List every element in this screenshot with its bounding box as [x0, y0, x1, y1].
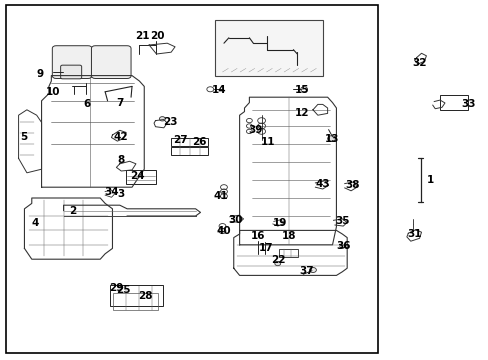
Text: 9: 9: [37, 69, 43, 79]
Bar: [278, 249, 298, 257]
Bar: [113, 293, 158, 310]
FancyBboxPatch shape: [52, 46, 92, 78]
Text: 23: 23: [163, 117, 177, 127]
Bar: [171, 147, 207, 155]
Text: 39: 39: [247, 125, 262, 135]
Text: 21: 21: [135, 31, 150, 41]
Bar: [171, 138, 207, 146]
Text: 3: 3: [118, 189, 124, 199]
Text: 5: 5: [20, 132, 27, 142]
Text: 20: 20: [150, 31, 164, 41]
Text: 4: 4: [31, 218, 39, 228]
Text: 37: 37: [299, 266, 314, 276]
Text: 14: 14: [211, 85, 226, 95]
Bar: [6, 5, 378, 353]
Text: 32: 32: [411, 58, 426, 68]
Text: 30: 30: [228, 215, 243, 225]
Text: 38: 38: [344, 180, 359, 190]
Text: 36: 36: [335, 240, 350, 251]
Text: 41: 41: [213, 191, 228, 201]
Circle shape: [327, 136, 335, 141]
Text: 33: 33: [460, 99, 475, 109]
Text: 15: 15: [294, 85, 309, 95]
Text: 26: 26: [192, 137, 206, 147]
Bar: [110, 285, 163, 306]
Text: 16: 16: [250, 231, 265, 241]
Bar: [126, 170, 156, 184]
Text: 18: 18: [282, 231, 296, 241]
Text: 29: 29: [109, 283, 123, 293]
Text: 42: 42: [114, 132, 128, 142]
Text: 13: 13: [325, 134, 339, 144]
Text: 1: 1: [426, 175, 433, 185]
Text: 28: 28: [138, 291, 153, 301]
Text: 11: 11: [260, 137, 275, 147]
Text: 8: 8: [118, 155, 124, 165]
Circle shape: [309, 267, 316, 273]
Text: 6: 6: [83, 99, 90, 109]
Bar: [215, 20, 322, 76]
Circle shape: [159, 117, 165, 121]
FancyBboxPatch shape: [91, 46, 131, 78]
Bar: [439, 95, 468, 110]
Text: 40: 40: [216, 226, 231, 236]
Text: 35: 35: [334, 216, 349, 226]
Circle shape: [274, 261, 280, 266]
Text: 17: 17: [259, 243, 273, 253]
FancyBboxPatch shape: [61, 65, 81, 79]
Text: 25: 25: [116, 285, 130, 295]
Text: 10: 10: [45, 87, 60, 97]
Text: 31: 31: [407, 229, 421, 239]
Text: 2: 2: [69, 206, 76, 216]
Text: 34: 34: [104, 186, 119, 197]
Text: 24: 24: [130, 171, 145, 181]
Text: 22: 22: [271, 255, 285, 265]
Text: 12: 12: [294, 108, 309, 118]
Text: 27: 27: [172, 135, 187, 145]
Text: 7: 7: [116, 98, 123, 108]
Text: 43: 43: [315, 179, 329, 189]
Text: 19: 19: [272, 218, 286, 228]
